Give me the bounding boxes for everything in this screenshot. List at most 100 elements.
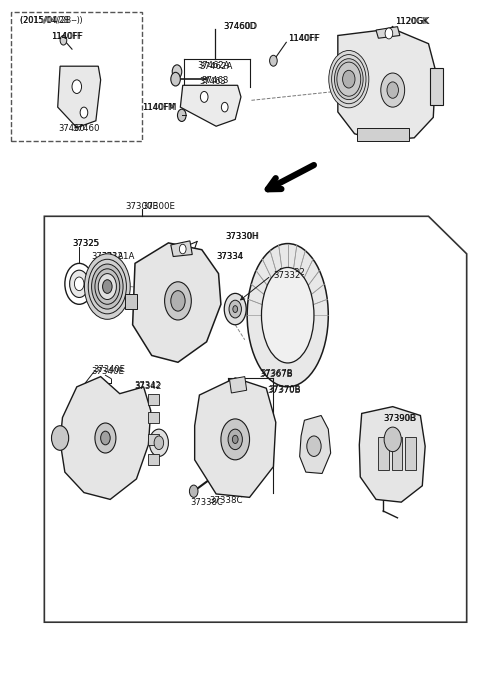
Text: 37342: 37342 (134, 381, 161, 390)
Circle shape (88, 259, 126, 314)
Text: (2015/04/28 - ): (2015/04/28 - ) (20, 16, 79, 25)
Text: 37342: 37342 (134, 382, 162, 391)
Polygon shape (60, 377, 151, 499)
FancyBboxPatch shape (430, 68, 444, 105)
Circle shape (221, 102, 228, 112)
Circle shape (92, 264, 123, 309)
Text: 37390B: 37390B (383, 414, 416, 423)
Polygon shape (58, 66, 101, 127)
Polygon shape (195, 378, 276, 497)
Text: 37325: 37325 (72, 239, 99, 248)
FancyBboxPatch shape (392, 437, 402, 470)
FancyBboxPatch shape (148, 412, 159, 423)
Circle shape (149, 429, 168, 456)
Circle shape (335, 59, 363, 99)
Text: 1140FM: 1140FM (142, 103, 175, 112)
FancyBboxPatch shape (405, 437, 416, 470)
Circle shape (178, 109, 186, 121)
Circle shape (229, 300, 241, 318)
Circle shape (171, 290, 185, 311)
Text: 37460D: 37460D (223, 22, 257, 31)
Polygon shape (132, 243, 221, 362)
Text: 37463: 37463 (202, 76, 229, 85)
Text: 37460: 37460 (59, 125, 85, 134)
Text: 37370B: 37370B (269, 385, 301, 394)
Text: 37338C: 37338C (209, 496, 242, 506)
Circle shape (165, 282, 192, 320)
Text: 1120GK: 1120GK (395, 17, 428, 26)
FancyBboxPatch shape (378, 437, 389, 470)
Text: 37334: 37334 (216, 252, 243, 261)
FancyBboxPatch shape (148, 454, 159, 465)
Circle shape (51, 426, 69, 450)
Text: 37463: 37463 (199, 77, 226, 86)
Text: 37330H: 37330H (226, 232, 259, 240)
Text: 37340E: 37340E (94, 365, 125, 374)
Circle shape (343, 71, 355, 88)
FancyBboxPatch shape (148, 434, 159, 445)
Text: 37325: 37325 (72, 239, 99, 248)
Circle shape (172, 65, 182, 79)
Text: 37462A: 37462A (199, 62, 233, 71)
Circle shape (224, 293, 246, 325)
Circle shape (103, 279, 112, 293)
Circle shape (232, 435, 238, 443)
Text: 1120GK: 1120GK (395, 17, 430, 26)
FancyBboxPatch shape (148, 395, 159, 406)
Text: 1140FF: 1140FF (288, 34, 320, 42)
Circle shape (171, 73, 180, 86)
Text: 37300E: 37300E (142, 201, 175, 210)
Circle shape (384, 427, 401, 451)
Circle shape (95, 423, 116, 453)
Circle shape (180, 245, 186, 254)
Text: 37338C: 37338C (190, 498, 223, 508)
Text: 37370B: 37370B (268, 386, 301, 395)
Circle shape (221, 419, 250, 460)
Circle shape (190, 485, 198, 497)
Text: 1140FF: 1140FF (51, 32, 82, 40)
FancyBboxPatch shape (357, 128, 409, 140)
Text: 1140FF: 1140FF (51, 32, 84, 40)
Circle shape (70, 270, 89, 297)
Circle shape (95, 269, 120, 304)
Ellipse shape (262, 267, 314, 363)
Circle shape (154, 436, 164, 449)
Text: 37460: 37460 (72, 125, 99, 134)
FancyBboxPatch shape (125, 294, 137, 309)
Text: 37334: 37334 (216, 252, 244, 261)
Polygon shape (180, 86, 241, 126)
Text: 37367B: 37367B (260, 369, 293, 377)
Text: 37462A: 37462A (197, 61, 229, 70)
Circle shape (233, 306, 238, 312)
Circle shape (332, 55, 366, 103)
Text: 37330H: 37330H (226, 232, 260, 240)
Polygon shape (171, 241, 192, 257)
Circle shape (307, 436, 321, 456)
Text: 37390B: 37390B (383, 414, 417, 423)
Polygon shape (360, 407, 425, 502)
Circle shape (337, 62, 361, 96)
Polygon shape (338, 29, 436, 140)
Circle shape (387, 82, 398, 98)
Circle shape (381, 73, 405, 107)
Polygon shape (300, 416, 331, 473)
Circle shape (228, 429, 242, 449)
Text: 37460D: 37460D (223, 22, 256, 31)
Circle shape (385, 28, 393, 39)
Circle shape (200, 91, 208, 102)
Text: 1140FF: 1140FF (288, 34, 318, 42)
Circle shape (329, 51, 369, 108)
Text: 37300E: 37300E (126, 201, 159, 210)
Circle shape (60, 36, 67, 45)
Text: (2015/04/28 - ): (2015/04/28 - ) (20, 16, 82, 25)
Circle shape (72, 80, 82, 93)
Text: 37321A: 37321A (102, 252, 135, 261)
Polygon shape (229, 377, 247, 393)
Ellipse shape (247, 244, 328, 387)
Text: 37332: 37332 (278, 269, 305, 277)
Circle shape (80, 107, 88, 118)
Circle shape (84, 254, 130, 319)
Text: 37367B: 37367B (259, 370, 293, 379)
Polygon shape (376, 27, 400, 38)
Text: 37340E: 37340E (91, 367, 124, 376)
